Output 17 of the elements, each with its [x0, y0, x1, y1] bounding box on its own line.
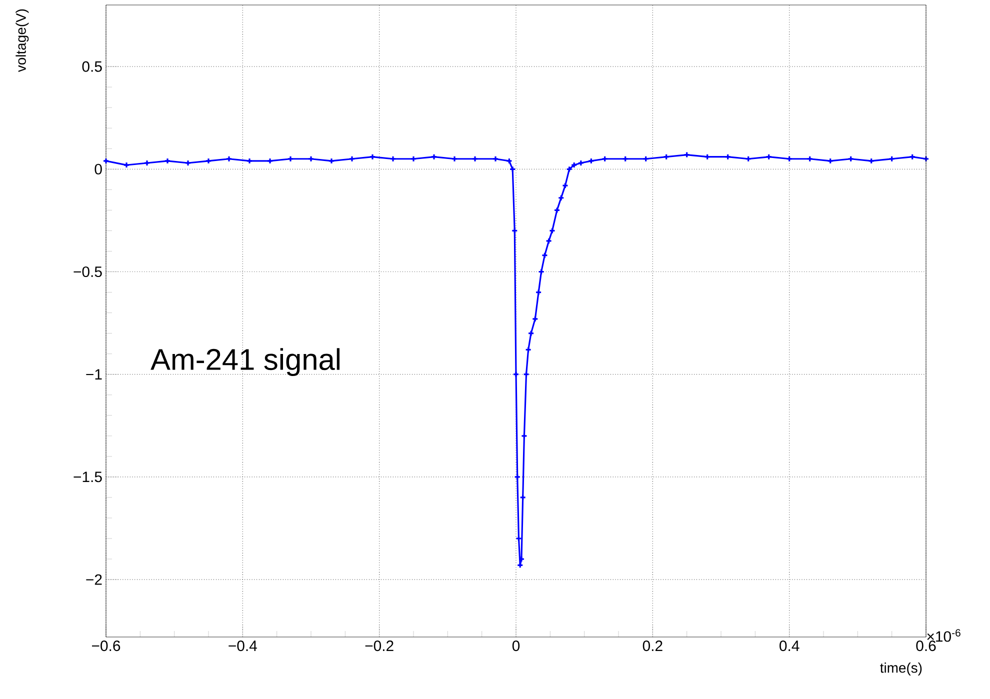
y-tick-label: −2 [86, 574, 102, 585]
y-tick-label: 0 [94, 164, 102, 174]
text: ×10$^{-6}$ [927, 629, 960, 642]
x-tick-label: 0.6 [916, 640, 936, 652]
y-axis-title: voltage(V) [16, 9, 29, 72]
annotation: Am-241 signal [150, 348, 340, 376]
x-tick-label: −0.6 [92, 640, 120, 652]
y-tick-label: −1.5 [74, 472, 102, 482]
y-tick-label: −0.5 [74, 266, 102, 278]
x-tick-label: 0.2 [642, 640, 662, 652]
x-tick-label: 0 [512, 640, 520, 652]
x-tick-label: −0.2 [365, 640, 394, 652]
x-axis-title: time(s) [880, 662, 922, 676]
y-tick-label: −1 [86, 369, 102, 380]
x-tick-label: 0.4 [780, 640, 800, 652]
y-tick-label: 0.5 [82, 61, 102, 72]
x-tick-label: −0.4 [228, 640, 257, 652]
